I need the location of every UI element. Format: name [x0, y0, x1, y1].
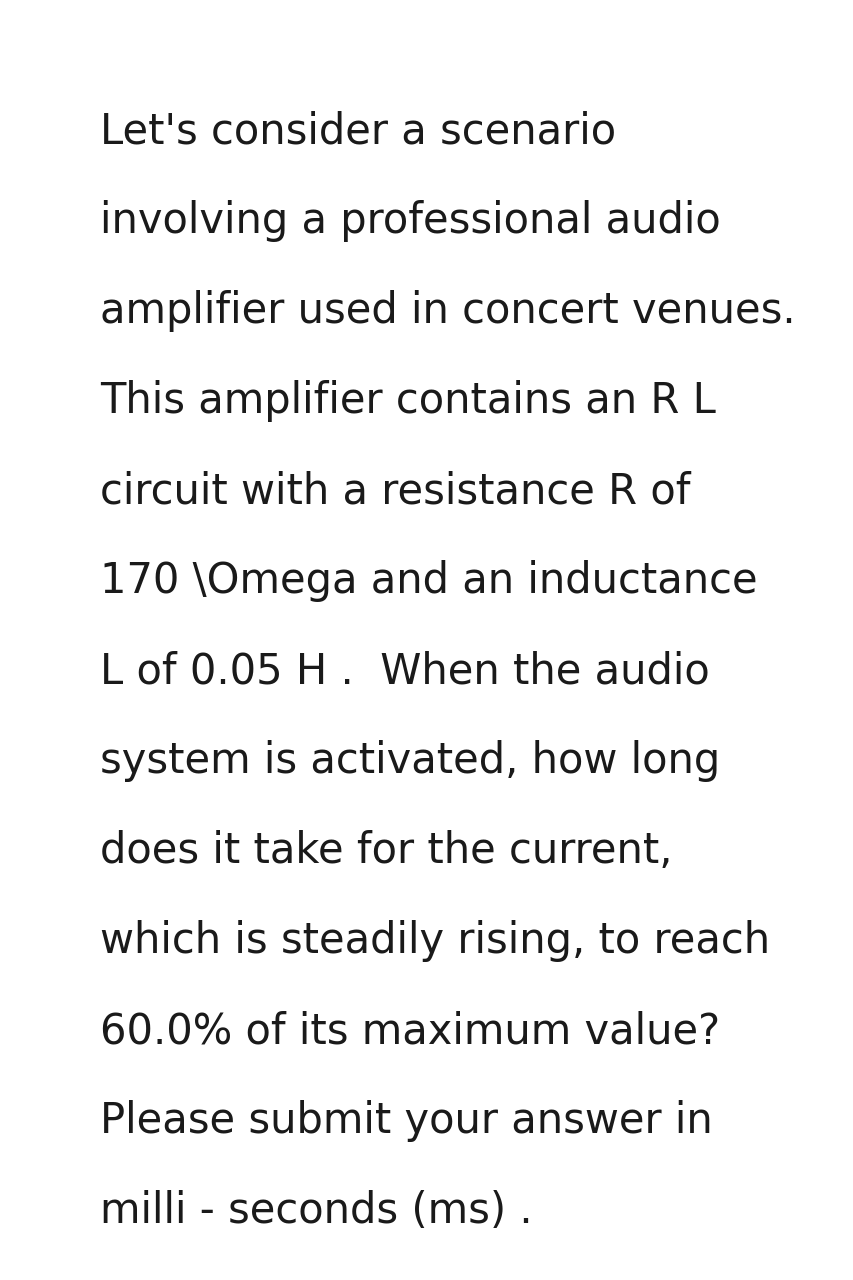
Text: circuit with a resistance R of: circuit with a resistance R of — [100, 470, 690, 512]
Text: 60.0% of its maximum value?: 60.0% of its maximum value? — [100, 1010, 719, 1052]
Text: milli - seconds (ms) .: milli - seconds (ms) . — [100, 1190, 532, 1231]
Text: This amplifier contains an R L: This amplifier contains an R L — [100, 380, 715, 422]
Text: Let's consider a scenario: Let's consider a scenario — [100, 110, 615, 152]
Text: Please submit your answer in: Please submit your answer in — [100, 1100, 712, 1142]
Text: involving a professional audio: involving a professional audio — [100, 200, 720, 242]
Text: amplifier used in concert venues.: amplifier used in concert venues. — [100, 291, 795, 332]
Text: 170 \Omega and an inductance: 170 \Omega and an inductance — [100, 561, 757, 602]
Text: L of 0.05 H .  When the audio: L of 0.05 H . When the audio — [100, 650, 709, 692]
Text: does it take for the current,: does it take for the current, — [100, 829, 671, 872]
Text: which is steadily rising, to reach: which is steadily rising, to reach — [100, 920, 769, 963]
Text: system is activated, how long: system is activated, how long — [100, 740, 719, 782]
